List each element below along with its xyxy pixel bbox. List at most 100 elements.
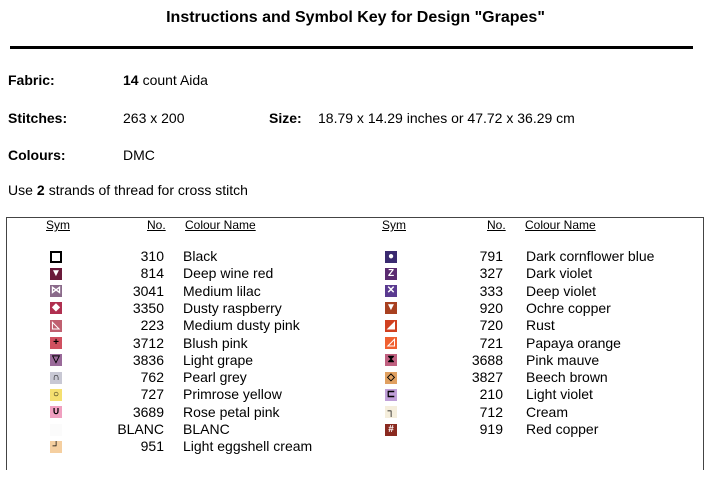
- header-no: No.: [147, 218, 166, 232]
- strands-post: strands of thread for cross stitch: [48, 182, 248, 198]
- dmc-number: 791: [479, 248, 503, 264]
- key-row: ▽ 3836 Light grape: [50, 352, 253, 369]
- size-value: 18.79 x 14.29 inches or 47.72 x 36.29 cm: [318, 110, 575, 126]
- size-label: Size:: [269, 110, 302, 126]
- colour-name: Deep wine red: [183, 265, 274, 282]
- dmc-number: 3827: [471, 369, 503, 386]
- key-row: #919 Red copper: [385, 421, 598, 438]
- dmc-number: 223: [140, 317, 164, 334]
- key-row: ▼ 920 Ochre copper: [385, 300, 611, 317]
- dmc-number: 333: [479, 282, 503, 299]
- colour-name: Rust: [526, 317, 555, 334]
- colour-name: Papaya orange: [526, 334, 621, 351]
- dmc-number: 327: [479, 265, 503, 282]
- symbol-swatch-icon: ┐: [385, 406, 397, 419]
- key-row: ∪ 3689 Rose petal pink: [50, 404, 280, 421]
- symbol-swatch-icon: ◇: [385, 371, 397, 384]
- key-row: ◆ 3350 Dusty raspberry: [50, 300, 282, 317]
- symbol-swatch-icon: ○: [50, 388, 62, 401]
- header-no-right: No.: [487, 218, 506, 232]
- symbol-swatch-icon: ⋈: [50, 285, 62, 298]
- key-row: ┐ 712 Cream: [385, 404, 568, 421]
- symbol-swatch-icon: ∩: [50, 371, 62, 384]
- key-row: ◢ 720 Rust: [385, 317, 555, 334]
- colours-label: Colours:: [8, 147, 66, 163]
- symbol-swatch-icon: ▽: [50, 354, 62, 367]
- colour-name: Cream: [526, 403, 569, 420]
- key-row: ⊏ 210 Light violet: [385, 386, 593, 403]
- fabric-value: 14 count Aida: [123, 72, 208, 89]
- symbol-swatch-icon: [50, 423, 62, 436]
- colour-name: Dusty raspberry: [183, 299, 282, 316]
- symbol-swatch-icon: [50, 250, 62, 263]
- dmc-number: 712: [479, 403, 503, 420]
- key-row: ○ 727 Primrose yellow: [50, 386, 282, 403]
- header-colour-name: Colour Name: [185, 218, 256, 232]
- page-title: Instructions and Symbol Key for Design "…: [166, 9, 545, 26]
- colour-name: Primrose yellow: [183, 386, 282, 403]
- colour-name: Ochre copper: [526, 299, 611, 316]
- dmc-number: 3712: [132, 334, 164, 351]
- symbol-swatch-icon: ◺: [50, 319, 62, 332]
- colour-name: Light eggshell cream: [183, 438, 313, 455]
- colour-name: Light grape: [183, 351, 254, 368]
- key-row: ⋈ 3041 Medium lilac: [50, 283, 261, 300]
- fabric-count: 14: [123, 72, 139, 88]
- fabric-type: count Aida: [142, 72, 208, 88]
- dmc-number: 720: [479, 317, 503, 334]
- colour-name: Dark violet: [526, 265, 593, 282]
- colour-name: BLANC: [183, 421, 230, 437]
- dmc-number: 3836: [132, 351, 164, 368]
- dmc-number: 920: [479, 299, 503, 316]
- strands-count: 2: [36, 182, 45, 198]
- fabric-label: Fabric:: [8, 72, 55, 88]
- symbol-swatch-icon: ◢: [385, 319, 397, 332]
- dmc-number: BLANC: [117, 421, 164, 437]
- symbol-swatch-icon: ✕: [385, 285, 397, 298]
- key-row: ┘ 951 Light eggshell cream: [50, 438, 312, 455]
- key-row: ◿ 721 Papaya orange: [385, 335, 621, 352]
- symbol-swatch-icon: ┘: [50, 440, 62, 453]
- dmc-number: 727: [140, 386, 164, 403]
- colour-name: Blush pink: [183, 334, 248, 351]
- dmc-number: 721: [479, 334, 503, 351]
- dmc-number: 310: [140, 248, 164, 264]
- dmc-number: 3689: [132, 403, 164, 420]
- dmc-number: 210: [479, 386, 503, 403]
- dmc-number: 762: [140, 369, 164, 386]
- colour-name: Medium dusty pink: [183, 317, 300, 334]
- colour-name: Dark cornflower blue: [526, 248, 655, 264]
- header-sym: Sym: [46, 218, 70, 232]
- header-sym-right: Sym: [382, 218, 406, 232]
- strands-pre: Use: [8, 182, 33, 198]
- colour-name: Pink mauve: [526, 351, 600, 368]
- colour-name: Light violet: [526, 386, 593, 403]
- key-row: BLANC BLANC: [50, 421, 230, 438]
- key-row: ⧗ 3688 Pink mauve: [385, 352, 599, 369]
- colour-name: Pearl grey: [183, 369, 247, 386]
- symbol-swatch-icon: ⧗: [385, 354, 397, 367]
- key-row: ◇ 3827 Beech brown: [385, 369, 608, 386]
- dmc-number: 3041: [132, 282, 164, 299]
- key-row: ✕ 333 Deep violet: [385, 283, 596, 300]
- stitches-value: 263 x 200: [123, 110, 185, 126]
- symbol-swatch-icon: ∪: [50, 406, 62, 419]
- symbol-swatch-icon: ◆: [50, 302, 62, 315]
- symbol-swatch-icon: #: [385, 423, 397, 436]
- colours-value: DMC: [123, 147, 155, 163]
- key-row: +3712 Blush pink: [50, 335, 248, 352]
- title-rule: [10, 46, 693, 49]
- colour-name: Beech brown: [526, 369, 608, 386]
- key-row: ▼ 814 Deep wine red: [50, 265, 273, 282]
- key-row: ∩ 762 Pearl grey: [50, 369, 247, 386]
- dmc-number: 919: [479, 421, 503, 437]
- colour-name: Red copper: [526, 421, 599, 437]
- key-row: ● 791 Dark cornflower blue: [385, 248, 654, 265]
- colour-name: Deep violet: [526, 282, 597, 299]
- colour-name: Medium lilac: [183, 282, 261, 299]
- key-row: ◺ 223 Medium dusty pink: [50, 317, 300, 334]
- symbol-swatch-icon: ●: [385, 250, 397, 263]
- symbol-swatch-icon: Z: [385, 267, 397, 280]
- stitches-label: Stitches:: [8, 110, 68, 126]
- symbol-swatch-icon: ◿: [385, 337, 397, 349]
